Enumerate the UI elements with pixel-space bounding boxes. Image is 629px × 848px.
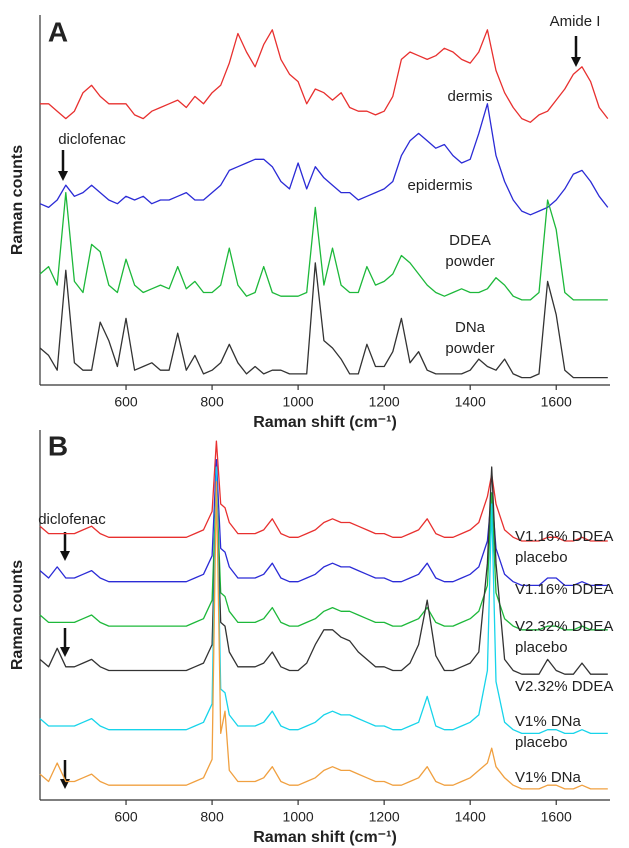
series-label: V2.32% DDEA placebo (515, 618, 613, 656)
series-label: V1% DNa placebo (515, 713, 582, 751)
panel-label: B (48, 430, 68, 461)
spectrum-line (39, 481, 608, 631)
series-label: V1.16% DDEA placebo (515, 528, 613, 566)
x-tick-label: 800 (200, 394, 224, 410)
annotation: Amide I (550, 13, 601, 30)
x-tick-label: 1200 (369, 809, 400, 825)
series-label: epidermis (407, 177, 472, 194)
series-label: V1% DNa (515, 769, 582, 786)
annotation: diclofenac (58, 131, 126, 148)
series-label: dermis (447, 88, 492, 105)
x-tick-label: 1600 (541, 809, 572, 825)
series-label: DDEA powder (445, 232, 494, 270)
spectrum-line (39, 262, 608, 379)
x-tick-label: 1600 (541, 394, 572, 410)
x-tick-label: 600 (114, 809, 138, 825)
series-label: V2.32% DDEA (515, 678, 613, 695)
x-axis-title: Raman shift (cm⁻¹) (253, 829, 397, 846)
spectrum-line (39, 458, 608, 587)
y-axis-title: Raman counts (9, 560, 26, 670)
x-tick-label: 1200 (369, 394, 400, 410)
x-tick-label: 1000 (283, 394, 314, 410)
panel-label: A (48, 16, 68, 47)
x-tick-label: 1400 (455, 809, 486, 825)
spectrum-line (39, 440, 608, 542)
spectrum-line (40, 29, 609, 123)
series-label: DNa powder (445, 319, 494, 357)
spectrum-line (39, 103, 609, 216)
annotation: diclofenac (38, 511, 106, 528)
spectrum-line (39, 466, 608, 675)
spectrum-line (39, 466, 608, 735)
x-tick-label: 1400 (455, 394, 486, 410)
x-tick-label: 800 (200, 809, 224, 825)
x-tick-label: 1000 (283, 809, 314, 825)
series-label: V1.16% DDEA (515, 581, 613, 598)
y-axis-title: Raman counts (9, 145, 26, 255)
x-axis-title: Raman shift (cm⁻¹) (253, 414, 397, 431)
x-tick-label: 600 (114, 394, 138, 410)
spectrum-line (39, 191, 608, 301)
spectrum-line (39, 481, 608, 790)
